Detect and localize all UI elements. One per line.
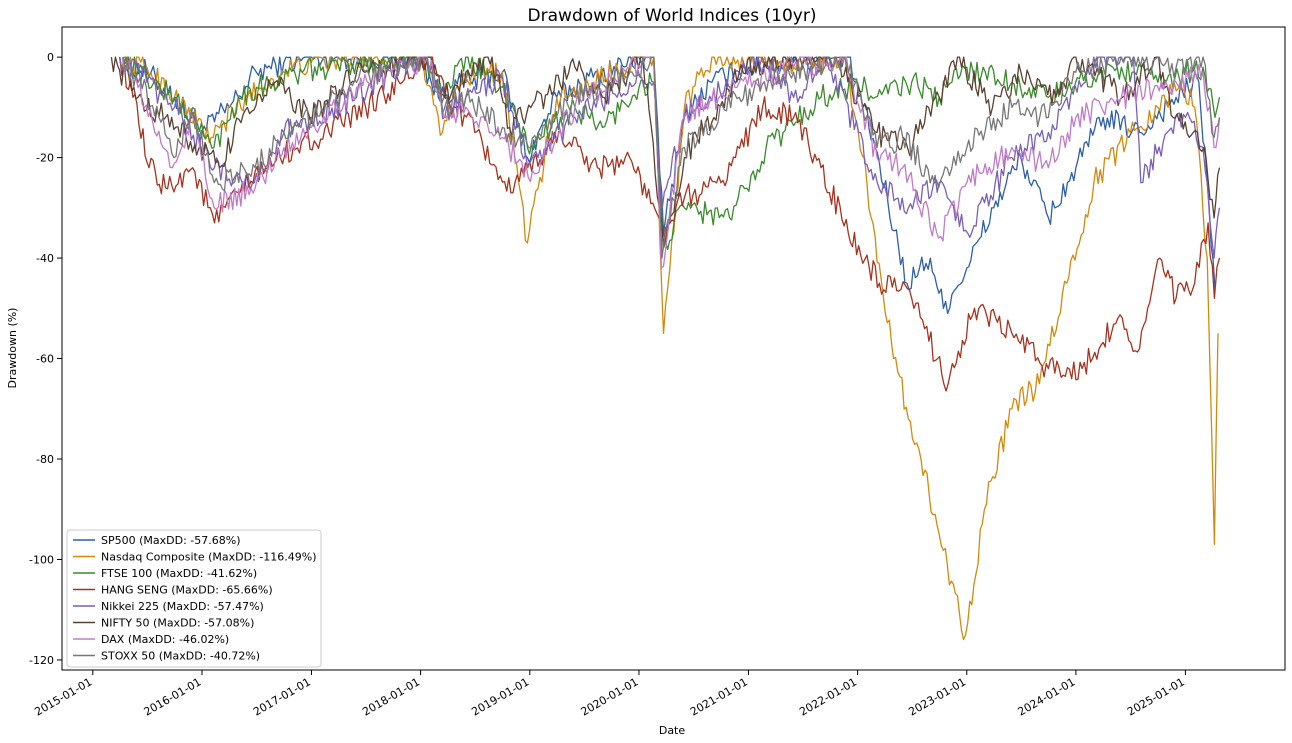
x-tick-label: 2017-01-01 [251,675,313,718]
x-tick-label: 2025-01-01 [1125,675,1187,718]
x-tick-label: 2020-01-01 [579,675,641,718]
chart-title: Drawdown of World Indices (10yr) [528,6,817,26]
legend-label-6: DAX (MaxDD: -46.02%) [101,633,229,646]
x-tick-label: 2015-01-01 [32,675,94,718]
y-tick-label: -20 [36,152,54,165]
y-tick-label: -100 [29,553,54,566]
y-axis: 0 -20 -40 -60 -80 -100 -120 [29,51,62,667]
legend-label-7: STOXX 50 (MaxDD: -40.72%) [101,650,260,663]
plot-frame [61,26,1286,671]
series-line-1 [119,56,1219,641]
x-tick-label: 2023-01-01 [906,675,968,718]
x-tick-label: 2016-01-01 [142,675,204,718]
x-tick-label: 2019-01-01 [469,675,531,718]
y-tick-label: -120 [29,654,54,667]
x-axis: 2015-01-01 2016-01-01 2017-01-01 2018-01-01… [32,670,1187,719]
legend-label-3: HANG SENG (MaxDD: -65.66%) [101,584,273,597]
y-tick-label: 0 [47,51,54,64]
y-tick-label: -40 [36,252,54,265]
legend-label-1: Nasdaq Composite (MaxDD: -116.49%) [101,551,316,564]
x-axis-label: Date [659,724,686,737]
y-axis-label: Drawdown (%) [6,308,19,389]
legend: SP500 (MaxDD: -57.68%) Nasdaq Composite (… [66,529,322,668]
legend-label-2: FTSE 100 (MaxDD: -41.62%) [101,567,257,580]
x-tick-label: 2021-01-01 [688,675,750,718]
series-line-7 [122,56,1221,259]
series-line-0 [119,56,1216,315]
x-tick-label: 2024-01-01 [1016,675,1078,718]
y-tick-label: -80 [36,453,54,466]
series-line-3 [119,56,1221,392]
legend-box [66,529,322,668]
legend-label-5: NIFTY 50 (MaxDD: -57.08%) [101,617,254,630]
series-layer [110,56,1221,641]
legend-label-4: Nikkei 225 (MaxDD: -57.47%) [101,600,264,613]
y-tick-label: -60 [36,353,54,366]
legend-label-0: SP500 (MaxDD: -57.68%) [101,534,241,547]
x-tick-label: 2018-01-01 [360,675,422,718]
series-line-4 [119,56,1221,259]
x-tick-label: 2022-01-01 [797,675,859,718]
series-line-6 [121,56,1221,269]
